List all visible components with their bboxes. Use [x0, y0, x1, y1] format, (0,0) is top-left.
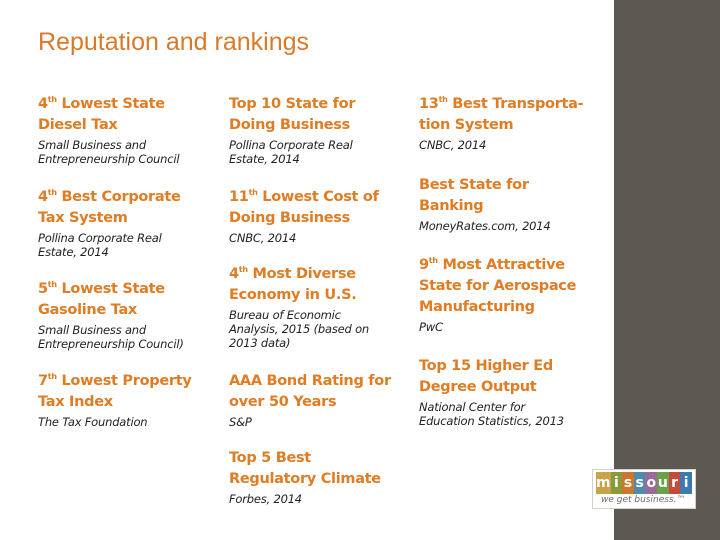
ranking-headline: 7th Lowest Property Tax Index: [38, 372, 192, 411]
logo-letter: s: [622, 472, 634, 494]
ranking-source: Forbes, 2014: [229, 492, 302, 506]
ranking-item: 13th Best Transporta- tion System CNBC, …: [419, 94, 601, 153]
ranking-item: Top 5 Best Regulatory Climate Forbes, 20…: [229, 448, 411, 506]
ranking-source: Pollina Corporate Real Estate, 2014: [38, 231, 162, 259]
ranking-item: 4th Best Corporate Tax System Pollina Co…: [38, 187, 220, 260]
logo-letter: o: [645, 472, 658, 494]
ranking-source: The Tax Foundation: [38, 415, 148, 429]
ranking-item: 11th Lowest Cost of Doing Business CNBC,…: [229, 187, 411, 246]
ranking-item: 9th Most Attractive State for Aerospace …: [419, 255, 601, 335]
ranking-headline: AAA Bond Rating for over 50 Years: [229, 373, 391, 410]
ranking-source: Small Business and Entrepreneurship Coun…: [38, 323, 184, 351]
ranking-headline: 4th Best Corporate Tax System: [38, 188, 181, 227]
ranking-source: MoneyRates.com, 2014: [419, 219, 551, 233]
ranking-source: CNBC, 2014: [419, 138, 487, 152]
ranking-headline: 13th Best Transporta- tion System: [419, 95, 584, 134]
logo-letter: r: [668, 472, 681, 494]
ranking-item: AAA Bond Rating for over 50 Years S&P: [229, 371, 411, 429]
ranking-headline: Best State for Banking: [419, 177, 529, 214]
ranking-headline: Top 10 State for Doing Business: [229, 96, 356, 133]
logo-letter: u: [657, 472, 669, 494]
ranking-item: Best State for Banking MoneyRates.com, 2…: [419, 175, 601, 233]
ranking-source: Bureau of Economic Analysis, 2015 (based…: [229, 308, 369, 350]
ranking-headline: Top 5 Best Regulatory Climate: [229, 450, 381, 487]
ranking-item: 5th Lowest State Gasoline Tax Small Busi…: [38, 279, 220, 352]
ranking-item: 4th Most Diverse Economy in U.S. Bureau …: [229, 264, 411, 351]
logo-tagline: we get business.™: [601, 495, 686, 505]
ranking-item: Top 15 Higher Ed Degree Output National …: [419, 356, 601, 428]
ranking-headline: 4th Most Diverse Economy in U.S.: [229, 265, 357, 304]
ranking-headline: 9th Most Attractive State for Aerospace …: [419, 256, 577, 316]
sidebar-bar: [614, 0, 720, 540]
logo-letter: i: [680, 472, 692, 494]
ranking-headline: 5th Lowest State Gasoline Tax: [38, 280, 165, 319]
ranking-source: National Center for Education Statistics…: [419, 400, 564, 428]
ranking-headline: 4th Lowest State Diesel Tax: [38, 95, 165, 134]
ranking-headline: Top 15 Higher Ed Degree Output: [419, 358, 553, 395]
logo-letter: i: [610, 472, 623, 494]
missouri-logo: m i s s o u r i we get business.™: [592, 469, 696, 509]
ranking-source: PwC: [419, 320, 443, 334]
ranking-item: Top 10 State for Doing Business Pollina …: [229, 94, 411, 166]
logo-wordmark: m i s s o u r i: [596, 472, 692, 494]
logo-letter: s: [633, 472, 646, 494]
ranking-headline: 11th Lowest Cost of Doing Business: [229, 188, 379, 227]
ranking-source: Small Business and Entrepreneurship Coun…: [38, 138, 180, 166]
ranking-source: CNBC, 2014: [229, 231, 297, 245]
slide-title: Reputation and rankings: [38, 28, 310, 56]
ranking-item: 7th Lowest Property Tax Index The Tax Fo…: [38, 371, 220, 430]
ranking-source: Pollina Corporate Real Estate, 2014: [229, 138, 353, 166]
logo-letter: m: [596, 472, 611, 494]
ranking-source: S&P: [229, 415, 252, 429]
ranking-item: 4th Lowest State Diesel Tax Small Busine…: [38, 94, 220, 167]
